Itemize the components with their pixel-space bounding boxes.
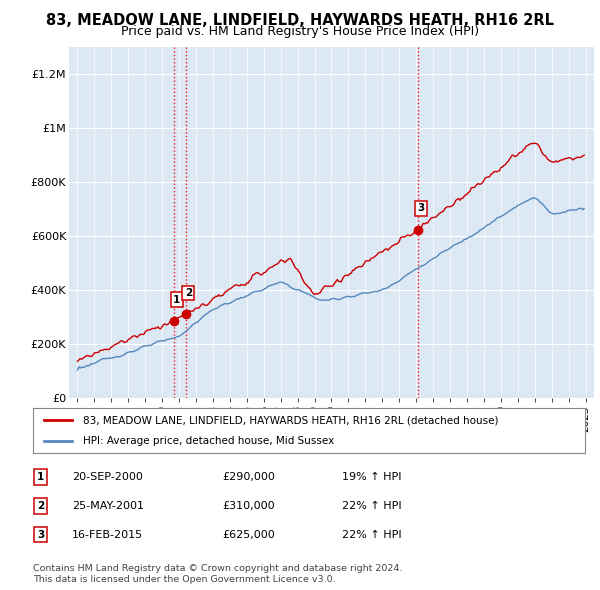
Text: £625,000: £625,000 — [222, 530, 275, 539]
Text: 22% ↑ HPI: 22% ↑ HPI — [342, 530, 401, 539]
Text: Contains HM Land Registry data © Crown copyright and database right 2024.: Contains HM Land Registry data © Crown c… — [33, 565, 403, 573]
Text: 2: 2 — [185, 288, 192, 298]
Text: This data is licensed under the Open Government Licence v3.0.: This data is licensed under the Open Gov… — [33, 575, 335, 584]
Text: 3: 3 — [417, 204, 425, 214]
Text: 20-SEP-2000: 20-SEP-2000 — [72, 472, 143, 481]
Text: 1: 1 — [37, 472, 44, 481]
Text: 2: 2 — [37, 501, 44, 510]
Text: 1: 1 — [173, 294, 181, 304]
Text: HPI: Average price, detached house, Mid Sussex: HPI: Average price, detached house, Mid … — [83, 435, 334, 445]
Text: £290,000: £290,000 — [222, 472, 275, 481]
Text: 83, MEADOW LANE, LINDFIELD, HAYWARDS HEATH, RH16 2RL: 83, MEADOW LANE, LINDFIELD, HAYWARDS HEA… — [46, 13, 554, 28]
Text: 3: 3 — [37, 530, 44, 539]
Text: 16-FEB-2015: 16-FEB-2015 — [72, 530, 143, 539]
Text: Price paid vs. HM Land Registry's House Price Index (HPI): Price paid vs. HM Land Registry's House … — [121, 25, 479, 38]
Text: £310,000: £310,000 — [222, 501, 275, 510]
Text: 22% ↑ HPI: 22% ↑ HPI — [342, 501, 401, 510]
Text: 25-MAY-2001: 25-MAY-2001 — [72, 501, 144, 510]
Text: 19% ↑ HPI: 19% ↑ HPI — [342, 472, 401, 481]
Text: 83, MEADOW LANE, LINDFIELD, HAYWARDS HEATH, RH16 2RL (detached house): 83, MEADOW LANE, LINDFIELD, HAYWARDS HEA… — [83, 415, 498, 425]
